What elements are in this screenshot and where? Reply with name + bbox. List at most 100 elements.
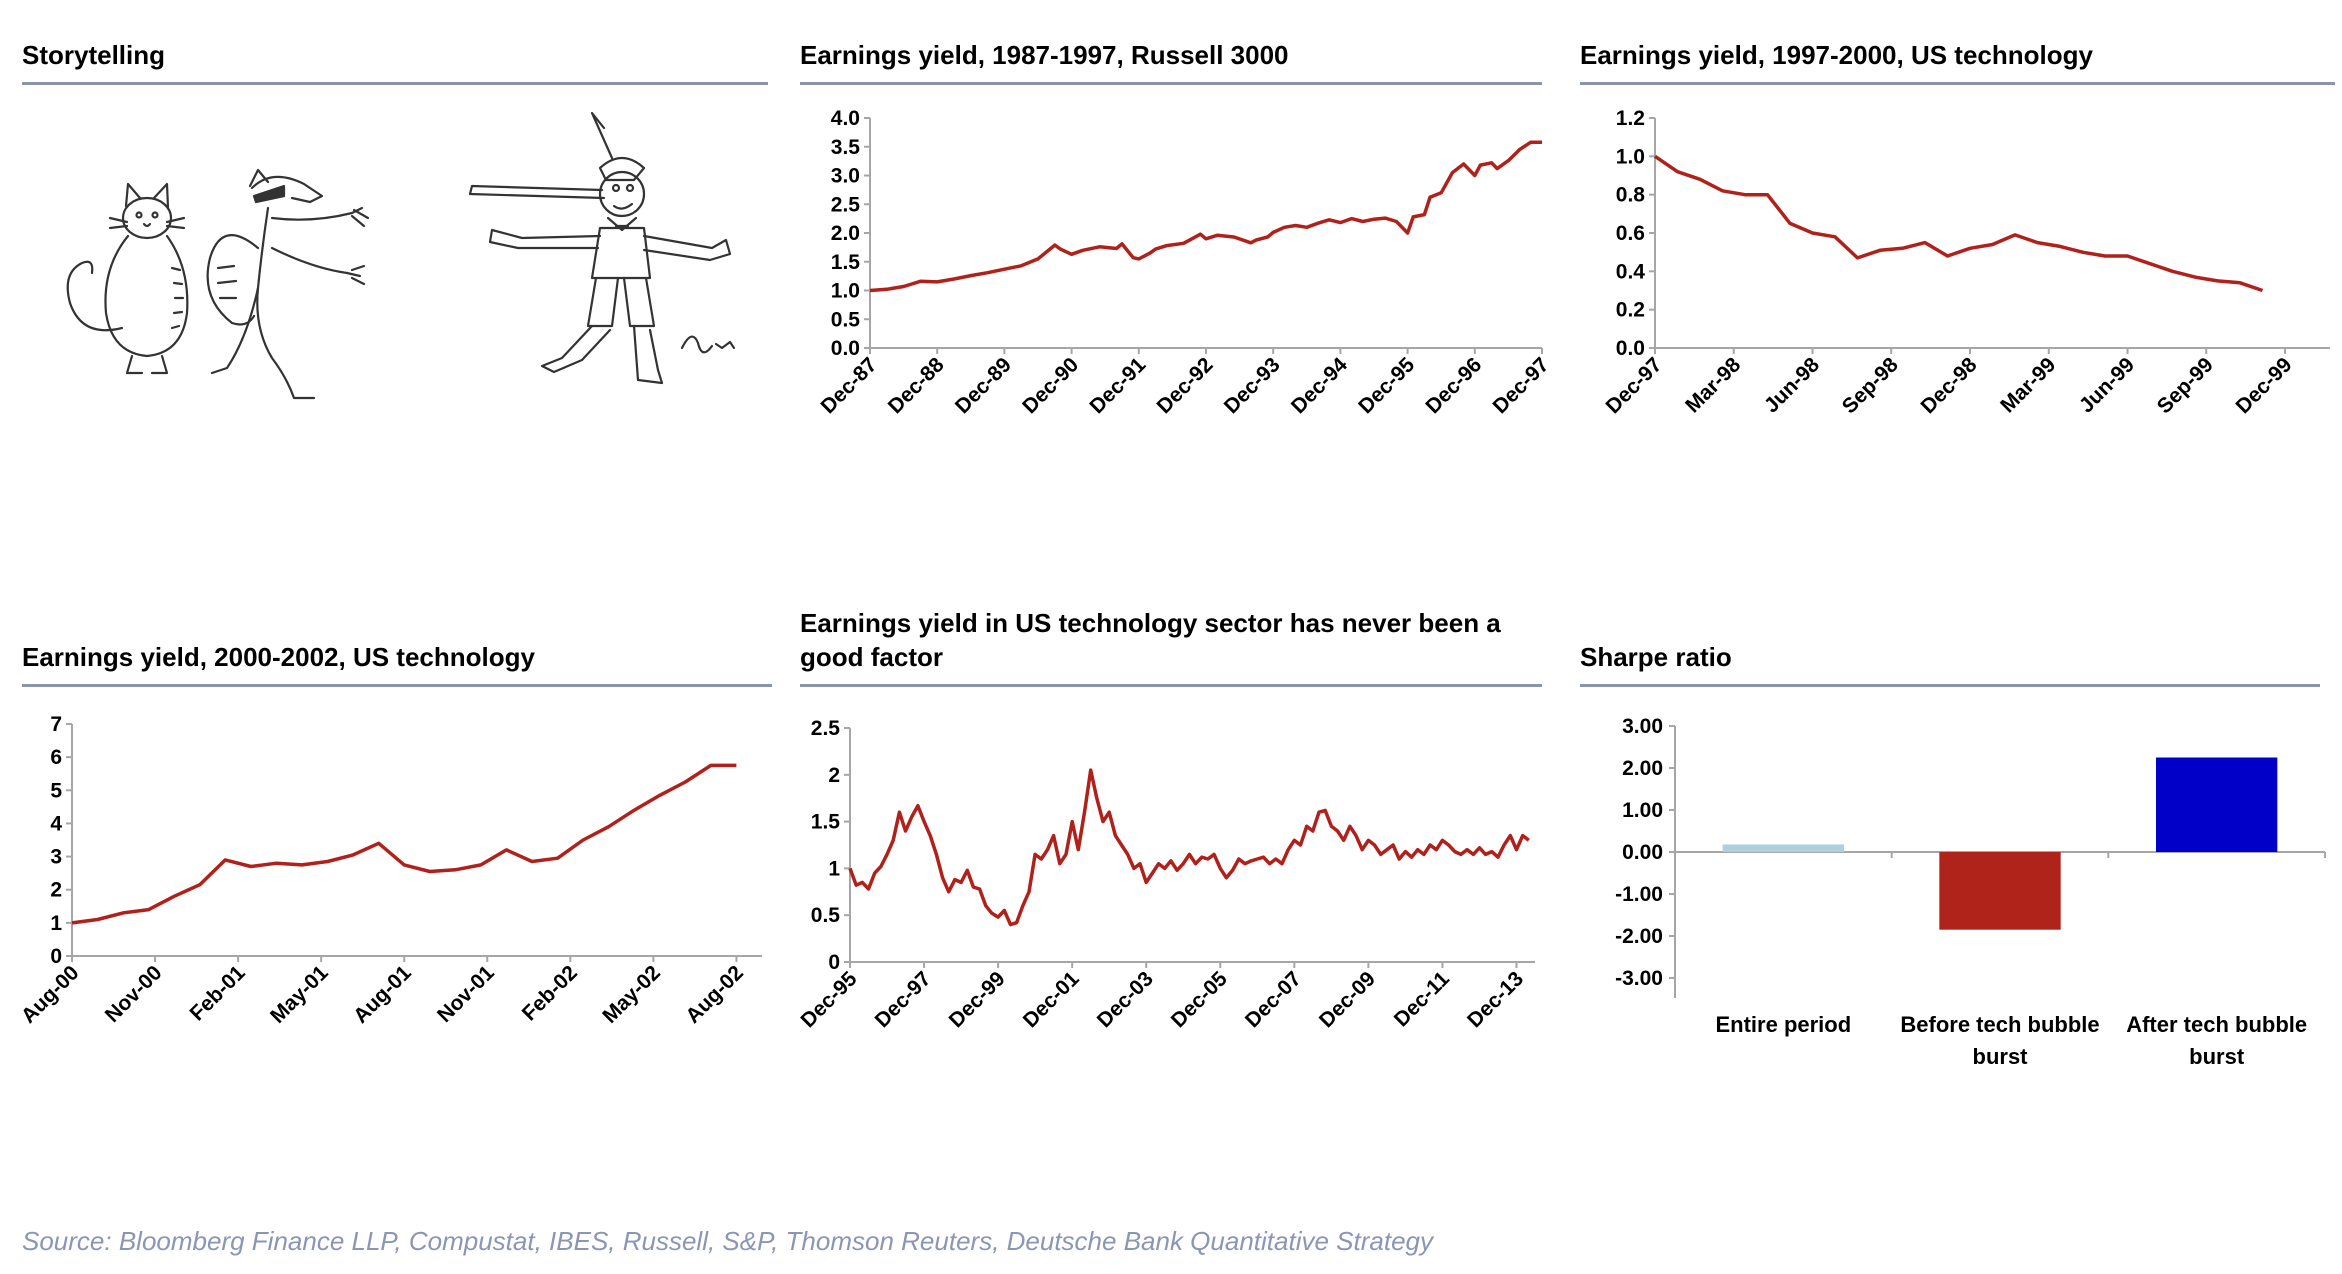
x-tick-label: Dec-13 — [1463, 967, 1528, 1032]
y-tick-label: 3.0 — [831, 165, 860, 188]
x-tick-label: Dec-07 — [1241, 967, 1306, 1032]
y-tick-label: 0.5 — [811, 904, 841, 927]
y-tick-label: 1.5 — [831, 251, 861, 274]
y-tick-label: 0.6 — [1616, 222, 1645, 245]
sharpe-bar — [1939, 852, 2061, 930]
x-tick-label: Sep-99 — [2153, 353, 2218, 418]
source-note: Source: Bloomberg Finance LLP, Compustat… — [22, 1226, 1433, 1256]
x-tick-label: Dec-11 — [1390, 967, 1454, 1031]
x-tick-label: Nov-00 — [101, 961, 167, 1027]
panel-title: Earnings yield in US technology sector h… — [800, 608, 1501, 672]
y-tick-label: 0.4 — [1616, 260, 1646, 283]
category-label: After tech bubble — [2126, 1012, 2307, 1037]
fox-drawing — [206, 168, 370, 400]
y-tick-label: 4.0 — [831, 107, 860, 130]
y-tick-label: 0 — [828, 951, 840, 974]
x-tick-label: Dec-93 — [1220, 353, 1285, 418]
y-tick-label: 1.5 — [811, 811, 841, 834]
x-tick-label: Dec-03 — [1093, 967, 1158, 1032]
y-tick-label: 1 — [50, 912, 62, 935]
x-tick-label: Dec-09 — [1315, 967, 1380, 1032]
title-rule — [1580, 684, 2320, 687]
sharpe-panel: Sharpe ratio -3.00 -2.00 -1.00 0.00 1.00 2.00… — [1580, 640, 2335, 1200]
y-tick-label: -1.00 — [1615, 883, 1663, 906]
y-tick-label: 0 — [50, 945, 62, 968]
x-tick-label: Aug-00 — [22, 961, 84, 1028]
x-tick-label: Dec-91 — [1085, 353, 1150, 418]
pinocchio-drawing — [468, 111, 736, 385]
y-tick-label: 1.0 — [1616, 145, 1645, 168]
x-tick-label: Jun-99 — [2075, 353, 2139, 417]
x-tick-label: Dec-96 — [1421, 353, 1486, 418]
x-tick-label: Mar-99 — [1996, 353, 2060, 417]
sharpe-bar — [1722, 844, 1844, 852]
y-tick-label: 2.5 — [831, 193, 861, 216]
x-tick-label: Aug-01 — [349, 961, 416, 1028]
x-tick-label: Dec-87 — [817, 353, 882, 418]
y-tick-label: 0.00 — [1622, 841, 1663, 864]
series-line — [869, 140, 1542, 293]
y-tick-label: 3.00 — [1622, 715, 1663, 738]
sharpe-chart: -3.00 -2.00 -1.00 0.00 1.00 2.00 3.00 Entire pe… — [1615, 715, 2326, 1069]
y-tick-label: 0.0 — [1616, 337, 1645, 360]
ey-tech-factor-panel: Earnings yield in US technology sector h… — [800, 606, 1542, 1206]
x-tick-label: Dec-95 — [1354, 353, 1419, 418]
x-tick-label: Dec-97 — [1489, 353, 1550, 418]
x-tick-label: May-02 — [598, 961, 665, 1028]
y-tick-label: -3.00 — [1615, 967, 1663, 990]
y-tick-label: 0.2 — [1616, 299, 1645, 322]
y-tick-label: 1 — [828, 857, 840, 880]
y-tick-label: 7 — [50, 713, 62, 736]
panel-title: Storytelling — [22, 40, 166, 70]
y-tick-label: 0.0 — [831, 337, 860, 360]
ey-russell-panel: Earnings yield, 1987-1997, Russell 3000 … — [800, 38, 1550, 558]
storytelling-panel: Storytelling — [22, 38, 768, 438]
category-label: burst — [1973, 1044, 2029, 1069]
x-tick-label: Feb-02 — [518, 961, 582, 1025]
y-tick-label: 1.00 — [1622, 799, 1663, 822]
y-tick-label: 2 — [50, 879, 62, 902]
x-tick-label: Dec-01 — [1019, 967, 1084, 1032]
storytelling-illustration — [66, 111, 736, 400]
x-tick-label: Dec-95 — [800, 967, 862, 1032]
y-tick-label: 3 — [50, 846, 62, 869]
x-tick-label: Dec-97 — [1602, 353, 1667, 418]
x-tick-label: Sep-98 — [1838, 353, 1903, 418]
ey-russell-chart: 0.0 0.5 1.0 1.5 2.0 2.5 3.0 3.5 4.0 Dec-87 Dec-88 D… — [817, 107, 1550, 418]
x-tick-label: Dec-97 — [871, 967, 936, 1032]
y-tick-label: 2.00 — [1622, 757, 1663, 780]
y-tick-label: 1.0 — [831, 280, 860, 303]
x-tick-label: Dec-98 — [1917, 353, 1982, 418]
series-line — [71, 763, 737, 925]
y-tick-label: 0.5 — [831, 308, 861, 331]
y-tick-label: -2.00 — [1615, 925, 1663, 948]
y-tick-label: 6 — [50, 746, 62, 769]
y-tick-label: 0.8 — [1616, 184, 1646, 207]
title-rule — [1580, 82, 2335, 85]
x-tick-label: Dec-92 — [1153, 353, 1218, 418]
x-tick-label: Dec-94 — [1287, 353, 1352, 418]
x-tick-label: Feb-01 — [186, 961, 250, 1025]
title-rule — [800, 684, 1542, 687]
y-tick-label: 4 — [50, 812, 62, 835]
panel-title: Earnings yield, 1987-1997, Russell 3000 — [800, 40, 1289, 70]
y-tick-label: 2.0 — [831, 222, 860, 245]
category-label: burst — [2189, 1044, 2245, 1069]
y-tick-label: 3.5 — [831, 136, 861, 159]
x-tick-label: Mar-98 — [1681, 353, 1745, 417]
sharpe-bar — [2156, 757, 2278, 852]
x-tick-label: Nov-01 — [433, 961, 499, 1027]
x-tick-label: Dec-88 — [884, 353, 949, 418]
x-tick-label: Dec-99 — [945, 967, 1010, 1032]
x-tick-label: Jun-98 — [1760, 353, 1824, 417]
category-label: Before tech bubble — [1900, 1012, 2099, 1037]
title-rule — [800, 82, 1542, 85]
title-rule — [22, 82, 768, 85]
panel-title: Earnings yield, 2000-2002, US technology — [22, 642, 535, 672]
series-line — [1654, 154, 2264, 293]
y-tick-label: 5 — [50, 779, 62, 802]
y-tick-label: 1.2 — [1616, 107, 1645, 130]
ey-tech-0002-chart: 0 1 2 3 4 5 6 7 Aug-00 Nov-00 Feb-01 May-01 Aug-01 No… — [22, 713, 762, 1028]
